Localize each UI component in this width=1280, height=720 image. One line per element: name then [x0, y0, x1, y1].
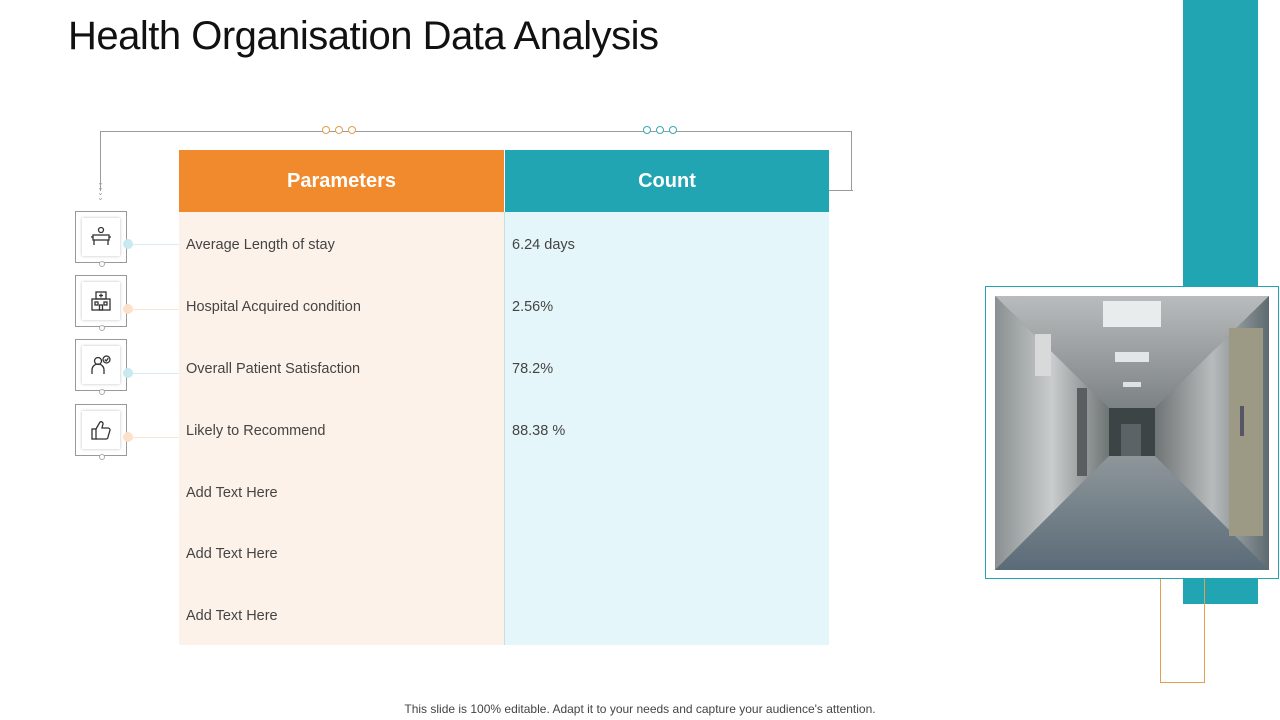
frame-line	[100, 131, 852, 191]
chevron-down-icon: ⌄ ⌄ ⌄ ⌄	[97, 178, 104, 202]
connector-line	[123, 432, 182, 442]
parameter-cell: Add Text Here	[186, 546, 278, 562]
orange-accent-outline	[1160, 575, 1205, 683]
parameter-cell: Overall Patient Satisfaction	[186, 361, 361, 377]
count-header: Count	[505, 150, 829, 212]
thumbs-up-icon	[75, 404, 127, 460]
count-cell: 78.2%	[512, 361, 554, 377]
parameters-column: Parameters Average Length of stay Hospit…	[179, 150, 504, 645]
connector-line	[123, 239, 182, 249]
frame-line-end	[829, 190, 853, 191]
connector-line	[123, 304, 182, 314]
data-table: Parameters Average Length of stay Hospit…	[179, 150, 829, 645]
count-cell: 88.38 %	[512, 423, 566, 439]
teal-dots-decoration	[643, 126, 677, 134]
parameter-cell: Add Text Here	[186, 608, 278, 624]
hospital-building-icon	[75, 275, 127, 331]
hospital-bed-icon	[75, 211, 127, 267]
count-cell: 6.24 days	[512, 237, 575, 253]
page-title: Health Organisation Data Analysis	[68, 14, 659, 58]
parameters-header: Parameters	[179, 150, 504, 212]
connector-line	[123, 368, 182, 378]
orange-dots-decoration	[322, 126, 356, 134]
footer-note: This slide is 100% editable. Adapt it to…	[404, 702, 876, 716]
parameter-cell: Hospital Acquired condition	[186, 299, 361, 315]
count-column: Count 6.24 days 2.56% 78.2% 88.38 %	[505, 150, 829, 645]
corridor-image	[995, 296, 1269, 570]
parameter-cell: Average Length of stay	[186, 237, 335, 253]
parameter-cell: Likely to Recommend	[186, 423, 326, 439]
doctor-check-icon	[75, 339, 127, 395]
count-cell: 2.56%	[512, 299, 554, 315]
hospital-corridor-photo	[985, 286, 1279, 579]
parameter-cell: Add Text Here	[186, 485, 278, 501]
